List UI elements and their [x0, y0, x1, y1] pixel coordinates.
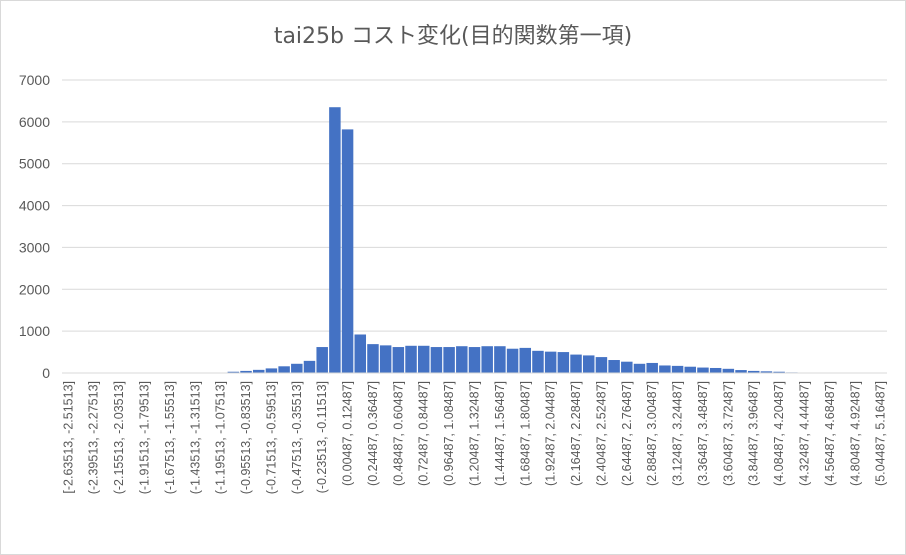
histogram-bar: [710, 368, 721, 373]
histogram-bar: [355, 334, 366, 373]
histogram-bar: [291, 364, 302, 373]
histogram-bar: [545, 352, 556, 373]
gridlines: [62, 80, 887, 331]
x-tick-label: (4.80487, 4.92487]: [848, 381, 862, 486]
histogram-bar: [380, 345, 391, 373]
histogram-bar: [443, 347, 454, 373]
y-tick-label: 3000: [19, 239, 50, 255]
histogram-bar: [316, 347, 327, 373]
y-tick-label: 6000: [19, 114, 50, 130]
x-tick-label: (0.48487, 0.60487]: [391, 381, 405, 486]
x-tick-label: (-1.43513, -1.31513]: [188, 381, 202, 494]
x-tick-label: (0.96487, 1.08487]: [442, 381, 456, 486]
x-tick-label: (2.64487, 2.76487]: [620, 381, 634, 486]
histogram-bar: [520, 348, 531, 373]
histogram-bar: [672, 366, 683, 373]
histogram-bar: [596, 357, 607, 373]
x-tick-label: (4.08487, 4.20487]: [772, 381, 786, 486]
x-tick-label: (-0.71513, -0.59513]: [264, 381, 278, 494]
histogram-bar: [558, 352, 569, 373]
histogram-bar: [266, 368, 277, 373]
x-tick-label: (0.72487, 0.84487]: [417, 381, 431, 486]
x-tick-label: (-1.91513, -1.79513]: [138, 381, 152, 494]
x-tick-label: (1.92487, 2.04487]: [544, 381, 558, 486]
x-tick-label: (0.00487, 0.12487]: [341, 381, 355, 486]
histogram-bar: [329, 107, 340, 373]
x-tick-label: (4.56487, 4.68487]: [823, 381, 837, 486]
x-tick-label: (-0.95513, -0.83513]: [239, 381, 253, 494]
y-tick-label: 1000: [19, 323, 50, 339]
x-tick-label: (-2.39513, -2.27513]: [87, 381, 101, 494]
x-tick-label: (5.04487, 5.16487]: [874, 381, 888, 486]
histogram-bar: [418, 346, 429, 373]
x-tick-label: (3.36487, 3.48487]: [696, 381, 710, 486]
histogram-bar: [431, 347, 442, 373]
histogram-bar: [304, 361, 315, 373]
x-tick-label: (4.32487, 4.44487]: [798, 381, 812, 486]
histogram-bar: [697, 368, 708, 373]
x-tick-label: (1.44487, 1.56487]: [493, 381, 507, 486]
y-tick-label: 2000: [19, 281, 50, 297]
histogram-bar: [278, 366, 289, 373]
histogram-bar: [621, 362, 632, 373]
x-tick-label: (-2.15513, -2.03513]: [112, 381, 126, 494]
x-tick-label: (3.12487, 3.24487]: [671, 381, 685, 486]
histogram-bar: [646, 363, 657, 373]
histogram-bar: [507, 349, 518, 373]
y-tick-label: 7000: [19, 72, 50, 88]
x-tick-label: (2.40487, 2.52487]: [594, 381, 608, 486]
y-axis-ticks: 0 1000 2000 3000 4000 5000 6000 7000: [19, 72, 50, 381]
x-tick-label: [-2.63513, -2.51513]: [61, 381, 75, 494]
histogram-bar: [659, 365, 670, 373]
histogram-bar: [393, 347, 404, 373]
x-tick-label: (-1.19513, -1.07513]: [214, 381, 228, 494]
bars: [202, 107, 886, 373]
histogram-bar: [608, 360, 619, 373]
histogram-bar: [583, 355, 594, 373]
y-tick-label: 4000: [19, 198, 50, 214]
histogram-bar: [456, 346, 467, 373]
histogram-bar: [405, 346, 416, 373]
histogram-bar: [342, 129, 353, 373]
histogram-bar: [570, 355, 581, 373]
x-tick-label: (3.84487, 3.96487]: [747, 381, 761, 486]
histogram-bar: [469, 347, 480, 373]
x-tick-label: (3.60487, 3.72487]: [721, 381, 735, 486]
x-axis-ticks: [-2.63513, -2.51513] (-2.39513, -2.27513]…: [61, 381, 887, 494]
histogram-bar: [367, 344, 378, 373]
x-tick-label: (2.16487, 2.28487]: [569, 381, 583, 486]
histogram-bar: [481, 346, 492, 373]
y-tick-label: 0: [42, 365, 50, 381]
histogram-bar: [723, 369, 734, 373]
x-tick-label: (1.20487, 1.32487]: [468, 381, 482, 486]
y-tick-label: 5000: [19, 156, 50, 172]
histogram-bar: [634, 364, 645, 373]
histogram-bar: [532, 351, 543, 373]
x-tick-label: (-0.23513, -0.11513]: [315, 381, 329, 493]
x-tick-label: (0.24487, 0.36487]: [366, 381, 380, 486]
x-tick-label: (-0.47513, -0.35513]: [290, 381, 304, 494]
histogram-bar: [494, 346, 505, 373]
x-tick-label: (-1.67513, -1.55513]: [163, 381, 177, 494]
x-tick-label: (2.88487, 3.00487]: [645, 381, 659, 486]
x-tick-label: (1.68487, 1.80487]: [518, 381, 532, 486]
histogram-bar: [685, 367, 696, 373]
